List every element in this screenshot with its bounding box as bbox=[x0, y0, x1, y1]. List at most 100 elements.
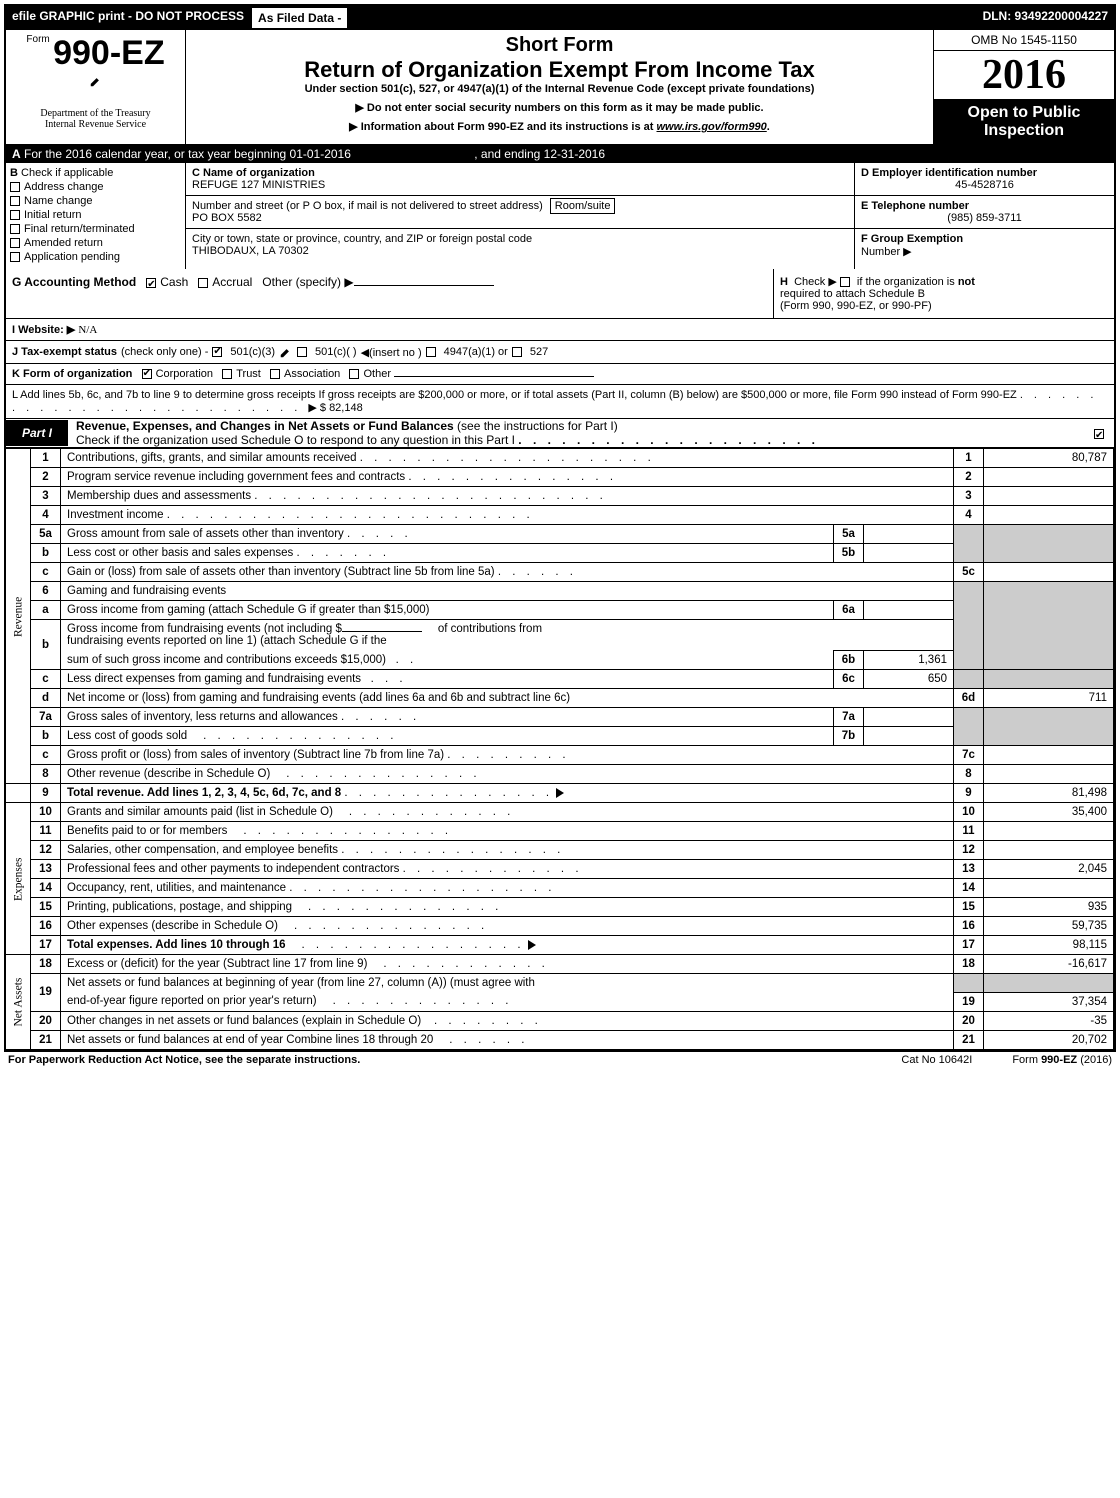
table-row: b Less cost or other basis and sales exp… bbox=[6, 544, 1114, 563]
j-label: J Tax-exempt status bbox=[12, 346, 117, 358]
omb-number: OMB No 1545-1150 bbox=[934, 30, 1114, 51]
arrow-icon bbox=[556, 788, 564, 798]
section-g: G Accounting Method Cash Accrual Other (… bbox=[6, 269, 774, 318]
section-k: K Form of organization Corporation Trust… bbox=[6, 364, 1114, 385]
a-label: A bbox=[12, 147, 21, 161]
table-row: end-of-year figure reported on prior yea… bbox=[6, 992, 1114, 1011]
ein-value: 45-4528716 bbox=[861, 179, 1108, 191]
e-block: E Telephone number (985) 859-3711 bbox=[855, 196, 1114, 229]
c-city-block: City or town, state or province, country… bbox=[186, 229, 854, 261]
chk-name-change[interactable]: Name change bbox=[10, 195, 181, 207]
chk-4947[interactable] bbox=[426, 347, 436, 357]
table-row: 6 Gaming and fundraising events bbox=[6, 582, 1114, 601]
side-net: Net Assets bbox=[6, 955, 31, 1050]
inspection-label: Inspection bbox=[938, 122, 1110, 140]
dept-treasury: Department of the Treasury bbox=[10, 108, 181, 119]
table-row: 9 Total revenue. Add lines 1, 2, 3, 4, 5… bbox=[6, 784, 1114, 803]
dln-text: DLN: 93492200004227 bbox=[977, 6, 1114, 30]
a-ending: , and ending 12-31-2016 bbox=[474, 147, 605, 161]
i-label: I Website: ▶ bbox=[12, 324, 75, 336]
ln-1-desc: Contributions, gifts, grants, and simila… bbox=[61, 449, 954, 468]
header-arrow2: ▶ Information about Form 990-EZ and its … bbox=[190, 120, 929, 133]
table-row: 3 Membership dues and assessments . . . … bbox=[6, 487, 1114, 506]
room-label: Room/suite bbox=[550, 198, 616, 214]
table-row: 20 Other changes in net assets or fund b… bbox=[6, 1011, 1114, 1030]
h-text2: if the organization is bbox=[857, 276, 955, 288]
table-row: Net Assets 18 Excess or (deficit) for th… bbox=[6, 955, 1114, 974]
city-label: City or town, state or province, country… bbox=[192, 233, 848, 245]
table-row: 7a Gross sales of inventory, less return… bbox=[6, 708, 1114, 727]
c-street-block: Number and street (or P O box, if mail i… bbox=[186, 196, 854, 229]
table-row: 14 Occupancy, rent, utilities, and maint… bbox=[6, 879, 1114, 898]
chk-corp[interactable] bbox=[142, 369, 152, 379]
c-label: C Name of organization bbox=[192, 167, 315, 179]
section-def: D Employer identification number 45-4528… bbox=[854, 163, 1114, 269]
arrow2-link[interactable]: www.irs.gov/form990 bbox=[657, 121, 767, 133]
chk-address-change[interactable]: Address change bbox=[10, 181, 181, 193]
top-bar: efile GRAPHIC print - DO NOT PROCESS As … bbox=[6, 6, 1114, 30]
form-number-block: Form 990-EZ Department of the Treasury I… bbox=[6, 30, 186, 144]
other-label: Other (specify) ▶ bbox=[262, 275, 353, 289]
chk-501c[interactable] bbox=[297, 347, 307, 357]
chk-trust[interactable] bbox=[222, 369, 232, 379]
table-row: 8 Other revenue (describe in Schedule O)… bbox=[6, 765, 1114, 784]
dept-irs: Internal Revenue Service bbox=[10, 119, 181, 130]
phone-value: (985) 859-3711 bbox=[861, 212, 1108, 224]
f-label: F Group Exemption bbox=[861, 233, 963, 245]
table-row: 12 Salaries, other compensation, and emp… bbox=[6, 841, 1114, 860]
d-label: D Employer identification number bbox=[861, 167, 1037, 179]
arrow2-pre: ▶ Information about Form 990-EZ and its … bbox=[349, 121, 656, 133]
h-text3: required to attach Schedule B bbox=[780, 288, 925, 300]
footer-cat: Cat No 10642I bbox=[901, 1054, 972, 1066]
table-row: c Gain or (loss) from sale of assets oth… bbox=[6, 563, 1114, 582]
street-label: Number and street (or P O box, if mail i… bbox=[192, 200, 543, 212]
b-label: B bbox=[10, 167, 18, 179]
l-amount: 82,148 bbox=[329, 402, 363, 414]
chk-other[interactable] bbox=[349, 369, 359, 379]
efile-text: efile GRAPHIC print - DO NOT PROCESS bbox=[6, 6, 250, 30]
website-value: N/A bbox=[78, 324, 97, 336]
chk-501c3[interactable] bbox=[212, 347, 222, 357]
k-label: K Form of organization bbox=[12, 368, 132, 380]
f-block: F Group Exemption Number ▶ bbox=[855, 229, 1114, 262]
j-sub: (check only one) - bbox=[121, 346, 208, 358]
org-name: REFUGE 127 MINISTRIES bbox=[192, 179, 848, 191]
short-form-label: Short Form bbox=[190, 34, 929, 57]
chk-final-return[interactable]: Final return/terminated bbox=[10, 223, 181, 235]
as-filed-text: As Filed Data - bbox=[250, 6, 349, 30]
section-h: H Check ▶ if the organization is not req… bbox=[774, 269, 1114, 318]
chk-amended-return[interactable]: Amended return bbox=[10, 237, 181, 249]
header-arrow1: ▶ Do not enter social security numbers o… bbox=[190, 101, 929, 114]
chk-cash[interactable] bbox=[146, 278, 156, 288]
table-row: c Gross profit or (loss) from sales of i… bbox=[6, 746, 1114, 765]
c-name-block: C Name of organization REFUGE 127 MINIST… bbox=[186, 163, 854, 196]
return-title: Return of Organization Exempt From Incom… bbox=[190, 57, 929, 83]
pencil-icon-j bbox=[279, 345, 293, 359]
footer-right: Form 990-EZ (2016) bbox=[1012, 1054, 1112, 1066]
page-footer: For Paperwork Reduction Act Notice, see … bbox=[4, 1052, 1116, 1068]
table-row: 16 Other expenses (describe in Schedule … bbox=[6, 917, 1114, 936]
header-center: Short Form Return of Organization Exempt… bbox=[186, 30, 934, 144]
chk-h[interactable] bbox=[840, 277, 850, 287]
part1-check: Check if the organization used Schedule … bbox=[76, 433, 515, 447]
chk-initial-return[interactable]: Initial return bbox=[10, 209, 181, 221]
table-row: 17 Total expenses. Add lines 10 through … bbox=[6, 936, 1114, 955]
chk-accrual[interactable] bbox=[198, 278, 208, 288]
part1-title: Revenue, Expenses, and Changes in Net As… bbox=[68, 419, 819, 447]
j-opt2: 501(c)( ) bbox=[315, 346, 357, 358]
table-row: 13 Professional fees and other payments … bbox=[6, 860, 1114, 879]
k-corp: Corporation bbox=[156, 368, 213, 380]
chk-assoc[interactable] bbox=[270, 369, 280, 379]
ln-1-lab: 1 bbox=[954, 449, 984, 468]
table-row: c Less direct expenses from gaming and f… bbox=[6, 670, 1114, 689]
part1-header: Part I Revenue, Expenses, and Changes in… bbox=[6, 419, 1114, 448]
chk-application-pending[interactable]: Application pending bbox=[10, 251, 181, 263]
g-label: G Accounting Method bbox=[12, 275, 136, 289]
table-row: Revenue 1 Contributions, gifts, grants, … bbox=[6, 449, 1114, 468]
chk-schedule-o[interactable] bbox=[1094, 426, 1114, 440]
l-text: L Add lines 5b, 6c, and 7b to line 9 to … bbox=[12, 389, 1017, 401]
k-trust: Trust bbox=[236, 368, 261, 380]
chk-527[interactable] bbox=[512, 347, 522, 357]
table-row: d Net income or (loss) from gaming and f… bbox=[6, 689, 1114, 708]
j-opt4: 527 bbox=[530, 346, 548, 358]
